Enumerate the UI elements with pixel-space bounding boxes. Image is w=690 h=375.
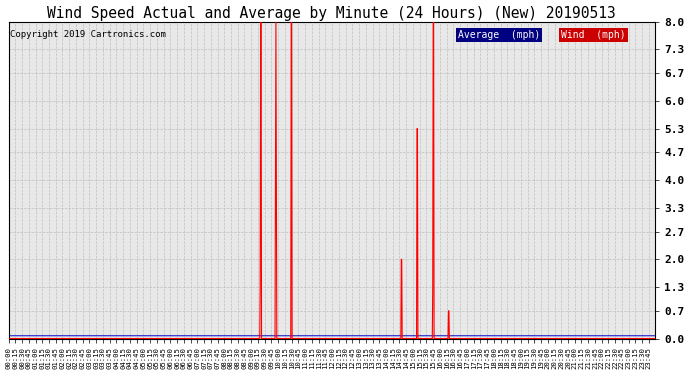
Text: Wind  (mph): Wind (mph): [562, 30, 626, 40]
Text: Copyright 2019 Cartronics.com: Copyright 2019 Cartronics.com: [10, 30, 166, 39]
Title: Wind Speed Actual and Average by Minute (24 Hours) (New) 20190513: Wind Speed Actual and Average by Minute …: [48, 6, 616, 21]
Text: Average  (mph): Average (mph): [458, 30, 540, 40]
